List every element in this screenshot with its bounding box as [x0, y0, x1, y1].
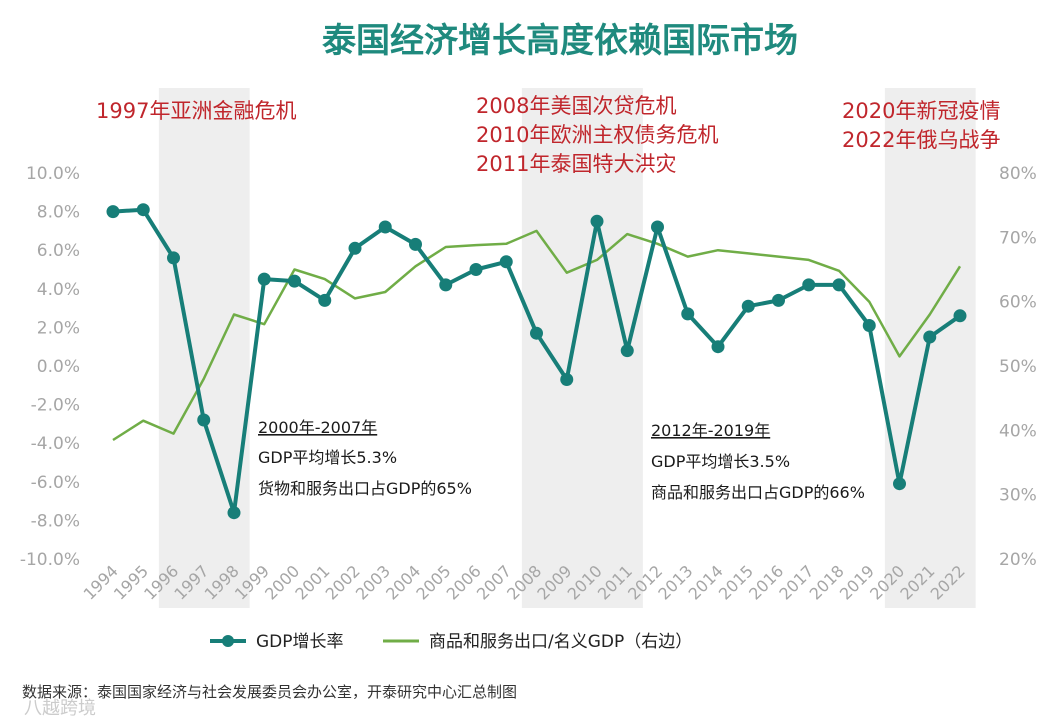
left-axis: 10.0% 8.0% 6.0% 4.0% 2.0% 0.0% -2.0% -4.0% -6.0%… — [20, 164, 80, 570]
shaded-period-2020 — [884, 88, 976, 608]
gdp-growth-point — [802, 278, 816, 292]
annotation-2010-line: 2010年欧洲主权债务危机 — [476, 123, 718, 147]
x-tick-label: 2013 — [654, 561, 696, 603]
x-tick-label: 2003 — [352, 561, 394, 603]
chart-title: 泰国经济增长高度依赖国际市场 — [322, 21, 798, 61]
gdp-growth-point — [106, 205, 120, 219]
period-2000-export: 货物和服务出口占GDP的65% — [258, 479, 472, 498]
y-left-tick-label: 6.0% — [37, 241, 80, 261]
annotation-2011-line: 2011年泰国特大洪灾 — [476, 152, 676, 176]
annotation-2008-line: 2008年美国次贷危机 — [476, 94, 676, 118]
gdp-growth-point — [923, 330, 937, 344]
period-note-2000: 2000年-2007年 GDP平均增长5.3% 货物和服务出口占GDP的65% — [258, 418, 472, 498]
period-2012-export: 商品和服务出口占GDP的66% — [651, 483, 865, 502]
y-left-tick-label: -10.0% — [20, 550, 80, 570]
y-left-tick-label: 2.0% — [37, 318, 80, 338]
gdp-growth-point — [681, 307, 695, 321]
x-tick-label: 2004 — [382, 561, 424, 603]
gdp-growth-point — [741, 299, 755, 313]
legend: GDP增长率 商品和服务出口/名义GDP（右边） — [210, 632, 692, 652]
x-tick-label: 1994 — [80, 561, 122, 603]
annotation-2020-line: 2020年新冠疫情 — [842, 99, 1000, 123]
export-ratio-line — [112, 229, 962, 442]
period-2000-gdp: GDP平均增长5.3% — [258, 448, 397, 467]
legend-gdp-label: GDP增长率 — [256, 632, 344, 652]
y-right-tick-label: 40% — [999, 421, 1037, 441]
shaded-period-1996 — [158, 88, 250, 608]
y-left-tick-label: 10.0% — [26, 164, 80, 184]
gdp-growth-point — [348, 241, 362, 255]
period-note-2012: 2012年-2019年 GDP平均增长3.5% 商品和服务出口占GDP的66% — [651, 421, 865, 502]
gdp-growth-point — [288, 274, 301, 288]
y-left-tick-label: -8.0% — [31, 511, 80, 531]
x-tick-label: 2018 — [806, 561, 848, 603]
x-tick-label: 2015 — [715, 561, 757, 603]
gdp-growth-point — [439, 278, 453, 292]
y-right-tick-label: 20% — [999, 550, 1037, 570]
y-left-tick-label: -2.0% — [31, 396, 80, 416]
gdp-growth-point — [772, 293, 785, 307]
x-tick-label: 2001 — [291, 561, 333, 603]
gdp-growth-point — [469, 263, 483, 276]
gdp-growth-point — [711, 340, 725, 354]
gdp-growth-point — [651, 220, 664, 234]
legend-export-label: 商品和服务出口/名义GDP（右边） — [429, 632, 692, 652]
gdp-growth-point — [953, 309, 967, 323]
y-left-tick-label: 8.0% — [37, 203, 80, 223]
watermark: 八越跨境 — [24, 698, 96, 719]
gdp-growth-point — [409, 237, 422, 251]
right-axis: 80% 70% 60% 50% 40% 30% 20% — [999, 164, 1037, 570]
x-tick-label: 2006 — [443, 561, 485, 603]
annotation-2022-line: 2022年俄乌战争 — [842, 128, 1000, 152]
x-tick-label: 2007 — [473, 561, 515, 603]
gdp-growth-point — [197, 413, 211, 427]
gdp-growth-point — [620, 344, 634, 358]
gdp-growth-point — [378, 220, 392, 234]
source-note: 数据来源：泰国国家经济与社会发展委员会办公室，开泰研究中心汇总制图 — [22, 683, 517, 701]
y-right-tick-label: 70% — [999, 228, 1037, 248]
gdp-growth-point — [530, 326, 543, 340]
x-tick-label: 2016 — [745, 561, 787, 603]
y-right-tick-label: 30% — [999, 486, 1037, 506]
gdp-growth-point — [862, 319, 876, 332]
y-right-tick-label: 50% — [999, 357, 1037, 377]
legend-gdp-marker — [222, 635, 234, 647]
x-tick-label: 2014 — [685, 561, 727, 603]
y-left-tick-label: 0.0% — [37, 357, 80, 377]
y-left-tick-label: -4.0% — [31, 434, 80, 454]
period-2012-heading: 2012年-2019年 — [651, 421, 770, 440]
y-left-tick-label: 4.0% — [37, 280, 80, 300]
x-tick-label: 2005 — [412, 561, 454, 603]
gdp-growth-point — [832, 278, 846, 292]
y-right-tick-label: 60% — [999, 293, 1037, 313]
y-right-tick-label: 80% — [999, 164, 1037, 184]
gdp-growth-point — [136, 203, 150, 217]
series — [106, 203, 967, 520]
gdp-growth-point — [227, 506, 241, 520]
gdp-growth-point — [560, 373, 574, 386]
gdp-growth-point — [499, 255, 513, 269]
annotation-2020: 2020年新冠疫情 2022年俄乌战争 — [842, 99, 1000, 152]
gdp-growth-point — [257, 272, 271, 286]
x-tick-label: 2000 — [261, 561, 303, 603]
annotation-1997-line: 1997年亚洲金融危机 — [96, 99, 296, 123]
gdp-growth-point — [893, 477, 906, 491]
x-tick-label: 1995 — [110, 561, 152, 603]
annotation-1997: 1997年亚洲金融危机 — [96, 99, 296, 123]
y-left-tick-label: -6.0% — [31, 473, 80, 493]
gdp-growth-point — [590, 214, 604, 228]
period-2000-heading: 2000年-2007年 — [258, 418, 377, 437]
gdp-growth-point — [318, 293, 332, 307]
annotation-2008: 2008年美国次贷危机 2010年欧洲主权债务危机 2011年泰国特大洪灾 — [476, 94, 718, 176]
x-tick-label: 2019 — [836, 561, 878, 603]
x-tick-label: 2017 — [775, 561, 817, 603]
period-2012-gdp: GDP平均增长3.5% — [651, 452, 790, 471]
x-tick-label: 2002 — [322, 561, 364, 603]
gdp-growth-point — [167, 251, 180, 265]
